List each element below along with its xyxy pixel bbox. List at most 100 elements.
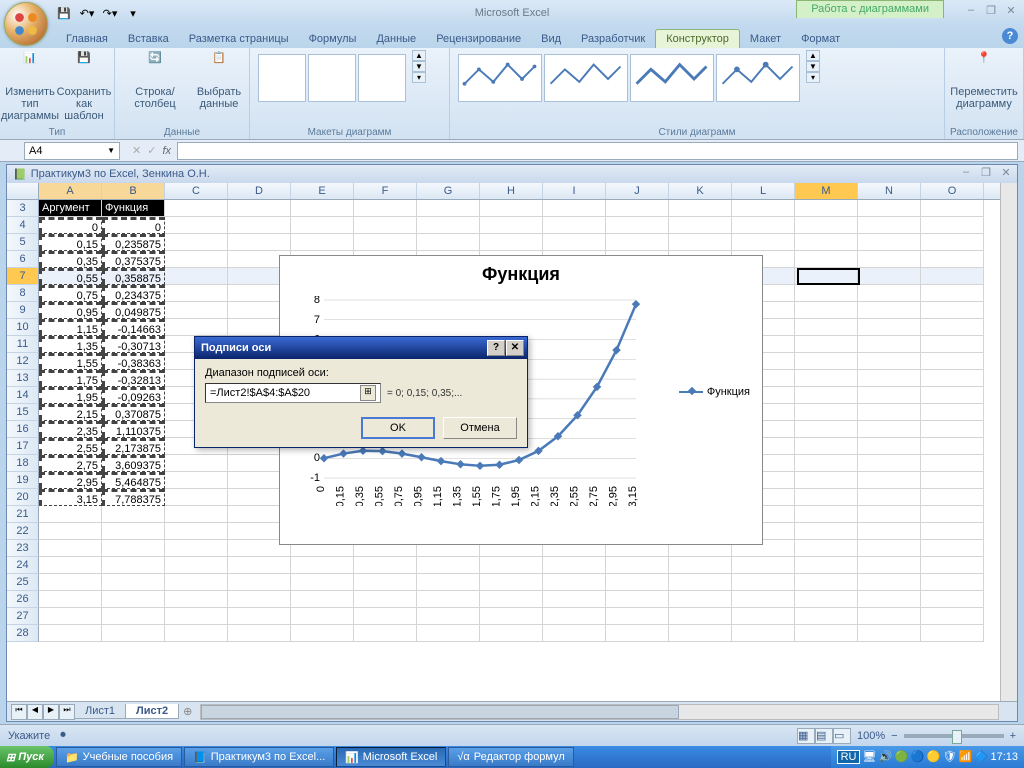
- cell[interactable]: 0,95: [39, 302, 102, 319]
- zoom-out-icon[interactable]: −: [891, 730, 897, 742]
- dropdown-icon[interactable]: ▼: [107, 146, 115, 155]
- cell[interactable]: [228, 574, 291, 591]
- cell[interactable]: Функция: [102, 200, 165, 217]
- cell[interactable]: [858, 608, 921, 625]
- taskbar-item[interactable]: 📊Microsoft Excel: [336, 747, 446, 767]
- cell[interactable]: 0: [102, 217, 165, 234]
- cell[interactable]: 1,75: [39, 370, 102, 387]
- cell[interactable]: 0,234375: [102, 285, 165, 302]
- cell[interactable]: [606, 608, 669, 625]
- style-item[interactable]: [544, 54, 628, 102]
- cell[interactable]: [921, 404, 984, 421]
- cell[interactable]: [795, 268, 858, 285]
- cell[interactable]: [291, 574, 354, 591]
- cell[interactable]: [732, 625, 795, 642]
- cell[interactable]: [795, 285, 858, 302]
- cell[interactable]: [795, 489, 858, 506]
- cell[interactable]: [543, 217, 606, 234]
- cell[interactable]: [858, 438, 921, 455]
- ribbon-tab-разметка страницы[interactable]: Разметка страницы: [179, 30, 299, 48]
- range-input[interactable]: =Лист2!$A$4:$A$20 ⊞: [205, 383, 381, 403]
- row-header[interactable]: 20: [7, 489, 39, 506]
- cell[interactable]: [291, 234, 354, 251]
- cell[interactable]: [417, 234, 480, 251]
- name-box[interactable]: A4 ▼: [24, 142, 120, 160]
- cell[interactable]: [858, 251, 921, 268]
- ribbon-tab-вставка[interactable]: Вставка: [118, 30, 179, 48]
- row-header[interactable]: 4: [7, 217, 39, 234]
- cell[interactable]: [39, 625, 102, 642]
- dialog-close-button[interactable]: ✕: [506, 340, 524, 356]
- cell[interactable]: [795, 302, 858, 319]
- cell[interactable]: [291, 591, 354, 608]
- cell[interactable]: -0,14663: [102, 319, 165, 336]
- cell[interactable]: [480, 217, 543, 234]
- cell[interactable]: [732, 591, 795, 608]
- cell[interactable]: 1,95: [39, 387, 102, 404]
- column-header[interactable]: D: [228, 183, 291, 199]
- move-chart-button[interactable]: 📍Переместить диаграмму: [949, 50, 1019, 112]
- cell[interactable]: [165, 489, 228, 506]
- cell[interactable]: [858, 557, 921, 574]
- row-header[interactable]: 7: [7, 268, 39, 285]
- qat-more-icon[interactable]: ▾: [123, 3, 143, 23]
- ok-button[interactable]: OK: [361, 417, 435, 439]
- cell[interactable]: [669, 234, 732, 251]
- row-header[interactable]: 8: [7, 285, 39, 302]
- cell[interactable]: [354, 234, 417, 251]
- cell[interactable]: [921, 489, 984, 506]
- ribbon-tab-главная[interactable]: Главная: [56, 30, 118, 48]
- cell[interactable]: [795, 251, 858, 268]
- cell[interactable]: [606, 217, 669, 234]
- cell[interactable]: [858, 336, 921, 353]
- ribbon-tab-данные[interactable]: Данные: [366, 30, 426, 48]
- cell[interactable]: [165, 574, 228, 591]
- row-header[interactable]: 26: [7, 591, 39, 608]
- cell[interactable]: 2,75: [39, 455, 102, 472]
- cell[interactable]: [543, 557, 606, 574]
- cell[interactable]: [165, 472, 228, 489]
- cell[interactable]: [795, 625, 858, 642]
- cell[interactable]: [543, 200, 606, 217]
- cell[interactable]: [858, 319, 921, 336]
- cell[interactable]: Аргумент: [39, 200, 102, 217]
- cell[interactable]: [606, 574, 669, 591]
- cell[interactable]: [165, 506, 228, 523]
- cell[interactable]: [228, 217, 291, 234]
- gallery-scroll[interactable]: ▲▼▾: [412, 50, 426, 83]
- cell[interactable]: [858, 217, 921, 234]
- taskbar-item[interactable]: 📘Практикум3 по Excel...: [184, 747, 334, 767]
- ribbon-tab-вид[interactable]: Вид: [531, 30, 571, 48]
- switch-row-col-button[interactable]: 🔄Строка/столбец: [119, 50, 191, 112]
- cell[interactable]: [795, 608, 858, 625]
- chart-styles-gallery[interactable]: [454, 50, 804, 106]
- page-layout-view-icon[interactable]: ▤: [815, 728, 833, 744]
- help-icon[interactable]: ?: [1002, 28, 1018, 44]
- layout-item[interactable]: [258, 54, 306, 102]
- gallery-scroll[interactable]: ▲▼▾: [806, 50, 820, 83]
- cell[interactable]: [858, 268, 921, 285]
- cell[interactable]: [39, 540, 102, 557]
- cell[interactable]: [669, 557, 732, 574]
- cell[interactable]: [858, 455, 921, 472]
- cell[interactable]: [795, 574, 858, 591]
- column-header[interactable]: C: [165, 183, 228, 199]
- cell[interactable]: [480, 557, 543, 574]
- cell[interactable]: [858, 285, 921, 302]
- cell[interactable]: [102, 591, 165, 608]
- cell[interactable]: [795, 591, 858, 608]
- cell[interactable]: -0,32813: [102, 370, 165, 387]
- column-header[interactable]: I: [543, 183, 606, 199]
- start-button[interactable]: ⊞ Пуск: [0, 746, 54, 768]
- layout-item[interactable]: [308, 54, 356, 102]
- cell[interactable]: [795, 319, 858, 336]
- tray-icon[interactable]: 🖥: [862, 750, 876, 764]
- cell[interactable]: 2,35: [39, 421, 102, 438]
- change-chart-type-button[interactable]: 📊Изменить тип диаграммы: [4, 50, 56, 124]
- first-sheet-icon[interactable]: ⏮: [11, 704, 27, 720]
- column-header[interactable]: F: [354, 183, 417, 199]
- cell[interactable]: [480, 234, 543, 251]
- cell[interactable]: [39, 574, 102, 591]
- undo-icon[interactable]: ↶▾: [77, 3, 97, 23]
- wb-minimize-button[interactable]: –: [957, 166, 975, 182]
